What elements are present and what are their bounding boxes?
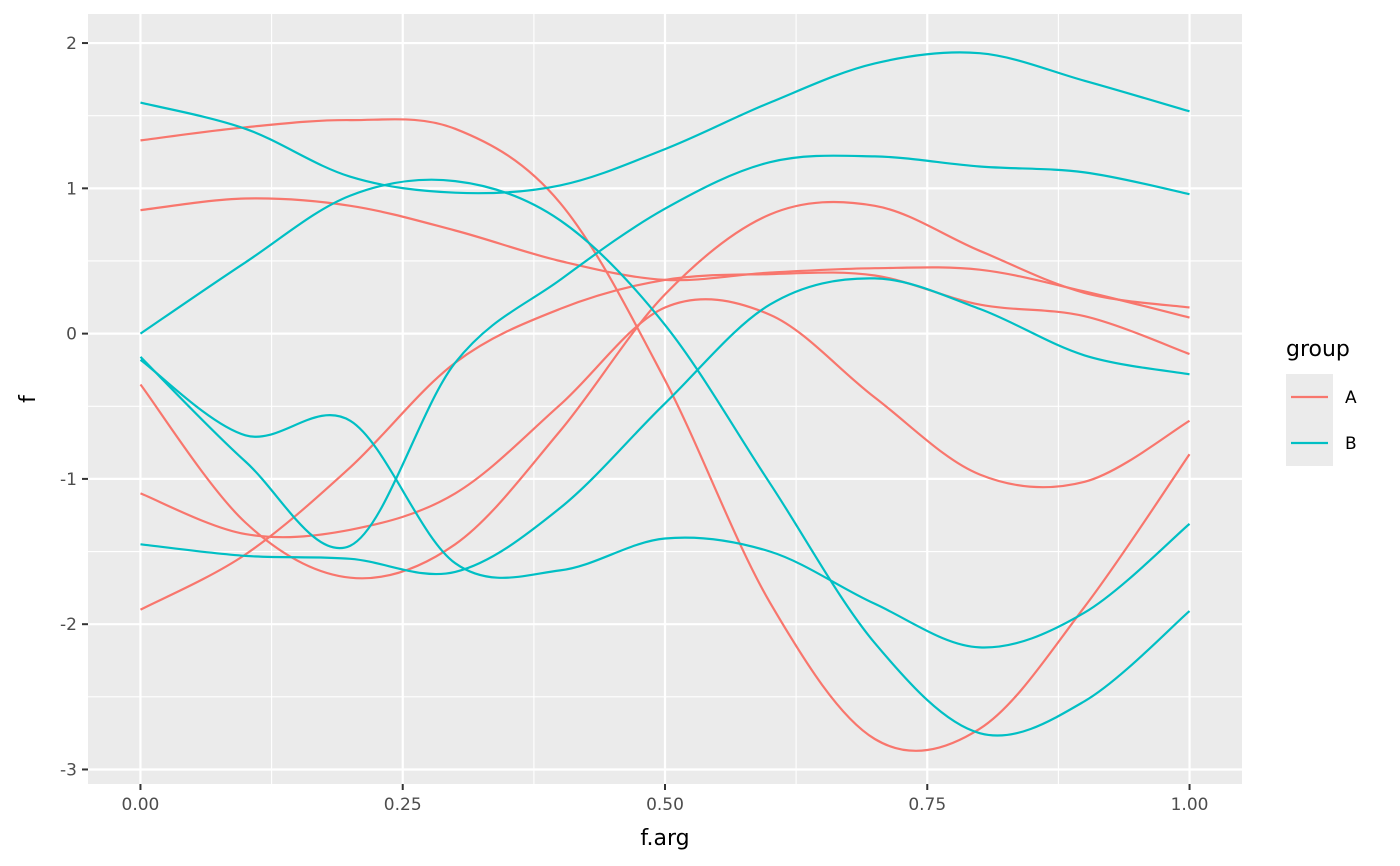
x-tick-label: 0.25 <box>384 795 422 815</box>
y-tick-label: -2 <box>60 615 77 635</box>
x-tick-label: 1.00 <box>1171 795 1209 815</box>
series-line-b-8 <box>139 154 1190 550</box>
legend-label-b: B <box>1345 434 1357 454</box>
series-lines <box>139 51 1191 752</box>
series-line-a-4 <box>140 298 1191 539</box>
series-line-b-6 <box>140 51 1190 195</box>
y-tick-label: 0 <box>66 325 77 345</box>
legend-title: group <box>1286 337 1350 362</box>
y-axis-title: f <box>16 394 41 403</box>
series-line-b-10 <box>140 277 1190 576</box>
x-tick-label: 0.75 <box>908 795 946 815</box>
legend-label-a: A <box>1345 388 1357 408</box>
major-gridlines <box>88 14 1242 784</box>
x-axis: 0.00 0.25 0.50 0.75 1.00 <box>122 784 1209 815</box>
series-line-a-5 <box>139 271 1190 611</box>
y-tick-label: -3 <box>60 760 77 780</box>
x-tick-label: 0.00 <box>122 795 160 815</box>
series-line-a-1 <box>140 118 1191 752</box>
y-tick-label: -1 <box>60 470 77 490</box>
series-line-b-9 <box>139 358 1191 649</box>
x-axis-title: f.arg <box>640 826 689 851</box>
x-tick-label: 0.50 <box>646 795 684 815</box>
y-tick-label: 2 <box>66 34 77 54</box>
y-tick-label: 1 <box>66 179 77 199</box>
y-axis: -3 -2 -1 0 1 2 <box>60 34 88 780</box>
legend: group A B <box>1286 337 1357 466</box>
series-line-b-7 <box>139 178 1191 737</box>
